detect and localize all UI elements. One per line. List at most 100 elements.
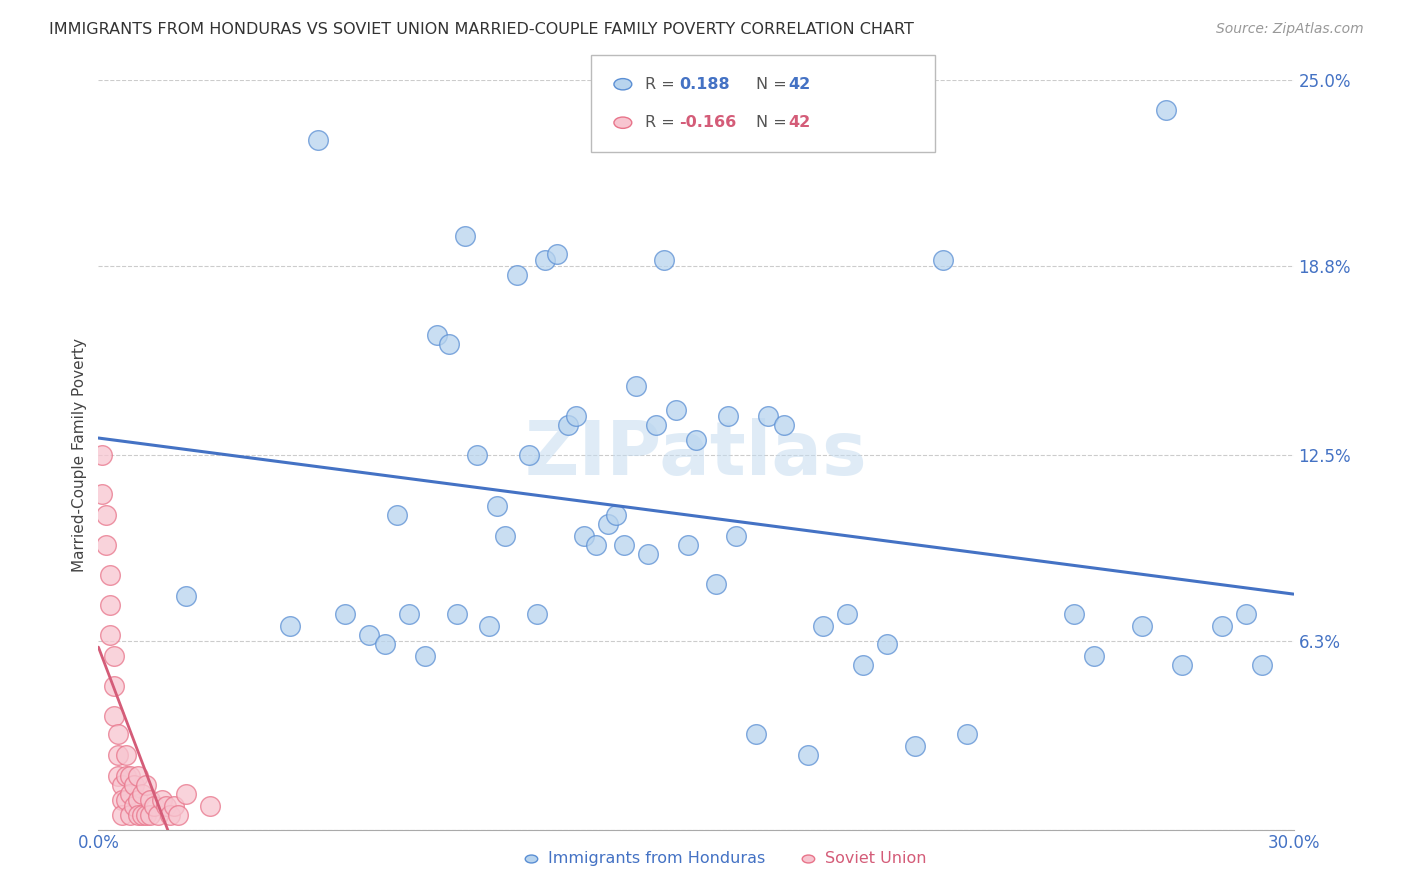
Point: [506, 268, 529, 282]
Point: [637, 547, 659, 561]
Point: [115, 769, 138, 783]
Point: [652, 253, 675, 268]
Point: [772, 417, 794, 432]
Point: [155, 798, 177, 813]
Point: [1154, 103, 1177, 118]
Point: [115, 792, 138, 806]
Point: [96, 508, 118, 522]
Point: [485, 499, 508, 513]
Point: [813, 619, 835, 633]
Point: [756, 409, 779, 423]
Text: N =: N =: [756, 77, 793, 92]
Point: [574, 529, 596, 543]
Point: [107, 747, 129, 762]
Point: [98, 628, 122, 642]
Point: [852, 657, 875, 672]
Point: [111, 792, 134, 806]
Point: [107, 769, 129, 783]
Point: [120, 787, 142, 801]
Point: [131, 787, 153, 801]
Point: [904, 739, 927, 753]
Point: [131, 807, 153, 822]
Point: [724, 529, 747, 543]
Point: [278, 619, 301, 633]
Point: [478, 619, 501, 633]
Point: [98, 598, 122, 612]
Text: R =: R =: [645, 115, 681, 130]
Point: [335, 607, 357, 621]
Point: [91, 487, 114, 501]
Point: [167, 807, 190, 822]
Point: [103, 679, 125, 693]
Point: [135, 807, 157, 822]
Point: [148, 807, 170, 822]
Point: [359, 628, 381, 642]
Point: [103, 708, 125, 723]
Point: [517, 448, 540, 462]
Point: [159, 807, 181, 822]
Text: 42: 42: [789, 77, 811, 92]
Point: [135, 778, 157, 792]
Point: [665, 403, 688, 417]
Point: [932, 253, 955, 268]
Point: [115, 747, 138, 762]
Text: -0.166: -0.166: [679, 115, 737, 130]
Point: [565, 409, 588, 423]
Point: [98, 567, 122, 582]
Point: [465, 448, 488, 462]
Point: [533, 253, 555, 268]
Point: [127, 792, 149, 806]
Point: [437, 337, 460, 351]
Text: IMMIGRANTS FROM HONDURAS VS SOVIET UNION MARRIED-COUPLE FAMILY POVERTY CORRELATI: IMMIGRANTS FROM HONDURAS VS SOVIET UNION…: [49, 22, 914, 37]
Point: [198, 798, 221, 813]
Point: [454, 229, 477, 244]
Point: [143, 798, 166, 813]
Text: Soviet Union: Soviet Union: [825, 852, 927, 866]
Point: [598, 516, 620, 531]
Point: [837, 607, 859, 621]
Point: [685, 433, 707, 447]
Point: [1250, 657, 1272, 672]
Point: [385, 508, 409, 522]
Text: 0.188: 0.188: [679, 77, 730, 92]
Point: [1130, 619, 1153, 633]
Point: [413, 648, 436, 663]
Point: [613, 538, 636, 552]
Text: 42: 42: [789, 115, 811, 130]
Text: ZIPatlas: ZIPatlas: [524, 418, 868, 491]
Point: [139, 807, 162, 822]
Point: [174, 787, 197, 801]
Point: [426, 328, 449, 343]
Point: [139, 792, 162, 806]
Point: [956, 726, 979, 740]
Point: [626, 379, 648, 393]
Point: [124, 798, 146, 813]
Point: [1234, 607, 1257, 621]
Point: [645, 417, 668, 432]
Point: [605, 508, 627, 522]
Point: [1211, 619, 1233, 633]
Point: [494, 529, 516, 543]
Point: [446, 607, 468, 621]
Point: [111, 778, 134, 792]
Point: [111, 807, 134, 822]
Point: [120, 807, 142, 822]
Point: [546, 247, 568, 261]
Text: R =: R =: [645, 77, 681, 92]
Point: [1083, 648, 1105, 663]
Point: [96, 538, 118, 552]
Point: [163, 798, 186, 813]
Text: Immigrants from Honduras: Immigrants from Honduras: [548, 852, 766, 866]
Point: [676, 538, 699, 552]
Point: [796, 747, 818, 762]
Point: [107, 726, 129, 740]
Point: [876, 637, 898, 651]
Point: [127, 807, 149, 822]
Point: [124, 778, 146, 792]
Point: [307, 133, 329, 147]
Y-axis label: Married-Couple Family Poverty: Married-Couple Family Poverty: [72, 338, 87, 572]
Point: [745, 726, 768, 740]
Point: [127, 769, 149, 783]
Point: [103, 648, 125, 663]
Point: [91, 448, 114, 462]
